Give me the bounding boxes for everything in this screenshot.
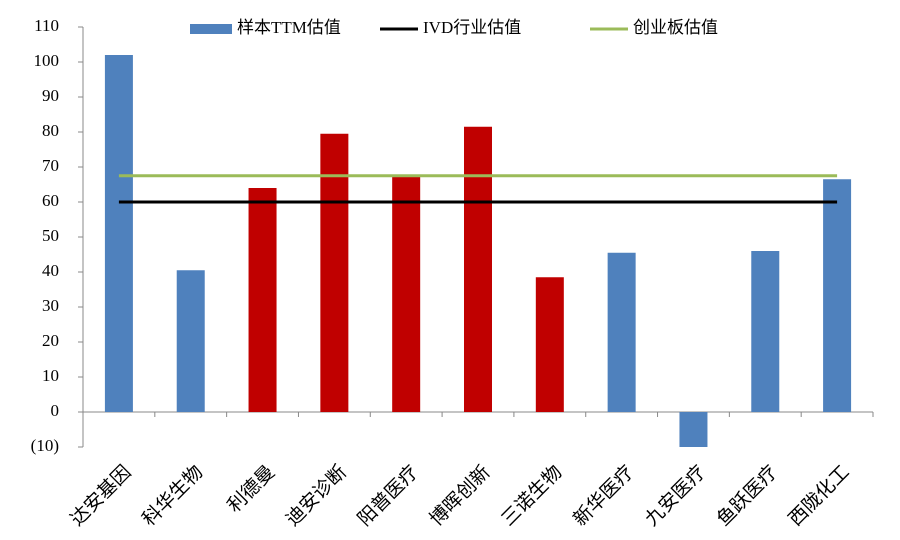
y-tick-label: 10: [42, 366, 59, 385]
x-tick-label: 科华生物: [138, 461, 207, 530]
x-tick-label: 阳普医疗: [353, 461, 422, 530]
y-tick-label: 110: [34, 16, 59, 35]
legend-swatch: [190, 24, 232, 34]
bar: [104, 55, 133, 412]
bar: [320, 133, 349, 412]
x-tick-label: 达安基因: [66, 461, 135, 530]
y-tick-label: 60: [42, 191, 59, 210]
bar: [464, 126, 492, 412]
x-tick-label: 三诺生物: [497, 461, 566, 530]
x-tick-label: 博晖创新: [425, 461, 494, 530]
bar: [679, 412, 708, 447]
legend-label: 创业板估值: [633, 18, 718, 37]
x-tick-label: 西陇化工: [784, 461, 853, 530]
x-tick-label: 利德曼: [223, 461, 279, 517]
y-tick-label: 90: [42, 86, 59, 105]
bar: [823, 179, 852, 412]
y-tick-label: 40: [42, 261, 59, 280]
bar: [248, 188, 277, 412]
y-tick-label: 30: [42, 296, 59, 315]
y-tick-label: 80: [42, 121, 59, 140]
x-tick-label: 迪安诊断: [282, 461, 351, 530]
legend-label: IVD行业估值: [423, 18, 521, 37]
bar: [535, 277, 564, 412]
legend-label: 样本TTM估值: [237, 18, 341, 37]
x-tick-label: 新华医疗: [569, 461, 638, 530]
y-tick-label: 70: [42, 156, 59, 175]
x-tick-label: 鱼跃医疗: [713, 461, 782, 530]
bar: [751, 251, 780, 412]
x-tick-label: 九安医疗: [641, 461, 710, 530]
y-tick-label: 100: [34, 51, 60, 70]
y-tick-label: 50: [42, 226, 59, 245]
bar: [176, 270, 205, 412]
bar: [392, 175, 421, 412]
y-tick-label: 0: [51, 401, 60, 420]
y-tick-label: 20: [42, 331, 59, 350]
bar: [607, 252, 636, 412]
y-tick-label: (10): [31, 436, 59, 455]
